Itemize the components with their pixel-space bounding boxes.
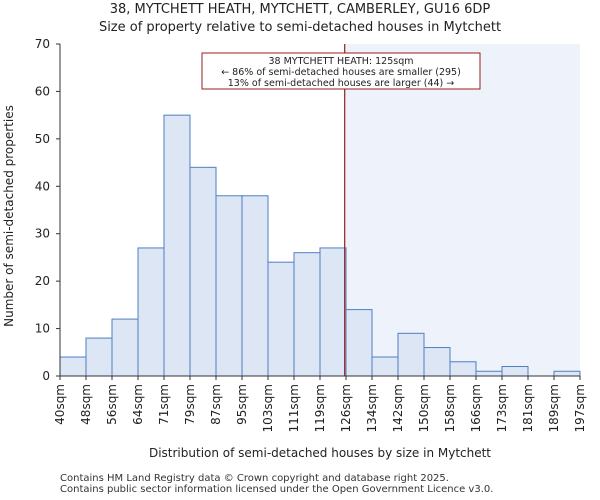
x-tick-label: 166sqm [469, 384, 483, 432]
annotation-line-3: 13% of semi-detached houses are larger (… [228, 78, 455, 89]
bar-71sqm [163, 114, 191, 377]
x-tick-label: 79sqm [183, 384, 197, 425]
bar-173sqm [501, 366, 529, 377]
x-tick-label: 134sqm [365, 384, 379, 432]
y-tick-label: 70 [35, 37, 50, 51]
y-axis-label: Number of semi-detached properties [2, 105, 16, 327]
x-tick-label: 64sqm [131, 384, 145, 425]
bar-134sqm [371, 356, 399, 377]
bar-64sqm [137, 247, 165, 377]
highlight-region [344, 44, 580, 376]
x-tick-label: 173sqm [495, 384, 509, 432]
y-tick-label: 60 [35, 84, 50, 98]
bar-166sqm [475, 370, 503, 377]
x-tick-label: 142sqm [391, 384, 405, 432]
y-tick-label: 10 [35, 322, 50, 336]
x-tick-label: 158sqm [443, 384, 457, 432]
bar-158sqm [449, 361, 477, 377]
footer-copyright: Contains HM Land Registry data © Crown c… [60, 473, 449, 484]
bar-142sqm [397, 332, 425, 377]
x-tick-label: 111sqm [287, 384, 301, 432]
bar-40sqm [59, 356, 87, 377]
y-tick-label: 0 [42, 369, 50, 383]
bar-48sqm [85, 337, 113, 377]
annotation-line-2: ← 86% of semi-detached houses are smalle… [221, 67, 461, 78]
y-tick-label: 50 [35, 132, 50, 146]
annotation-line-1: 38 MYTCHETT HEATH: 125sqm [268, 56, 413, 67]
x-tick-label: 71sqm [157, 384, 171, 425]
annotation-box [201, 52, 481, 90]
x-tick-label: 87sqm [209, 384, 223, 425]
bar-111sqm [293, 252, 321, 377]
bar-126sqm [345, 309, 373, 377]
bar-95sqm [241, 195, 269, 377]
chart-subtitle: Size of property relative to semi-detach… [98, 20, 502, 35]
bar-87sqm [215, 195, 243, 377]
bar-150sqm [423, 347, 451, 377]
x-tick-label: 48sqm [79, 384, 93, 425]
x-tick-label: 150sqm [417, 384, 431, 432]
bar-119sqm [319, 247, 347, 377]
x-tick-label: 126sqm [339, 384, 353, 432]
x-tick-label: 197sqm [573, 384, 587, 432]
x-tick-label: 181sqm [521, 384, 535, 432]
y-tick-label: 30 [35, 227, 50, 241]
bar-189sqm [553, 370, 581, 377]
bar-103sqm [267, 261, 295, 377]
bar-56sqm [111, 318, 139, 377]
footer-licence: Contains public sector information licen… [60, 484, 494, 495]
x-tick-label: 95sqm [235, 384, 249, 425]
x-tick-label: 40sqm [53, 384, 67, 425]
x-tick-label: 119sqm [313, 384, 327, 432]
bar-79sqm [189, 166, 217, 377]
chart-title: 38, MYTCHETT HEATH, MYTCHETT, CAMBERLEY,… [109, 2, 491, 17]
y-tick-label: 40 [35, 179, 50, 193]
x-axis-label: Distribution of semi-detached houses by … [149, 446, 491, 460]
y-tick-label: 20 [35, 274, 50, 288]
x-tick-label: 103sqm [261, 384, 275, 432]
x-tick-label: 189sqm [547, 384, 561, 432]
x-tick-label: 56sqm [105, 384, 119, 425]
